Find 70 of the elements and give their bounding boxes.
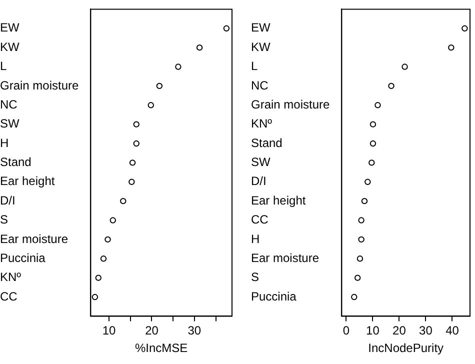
y-tick-label: Grain moisture <box>0 78 80 92</box>
y-tick-label: Puccinia <box>251 289 297 304</box>
point <box>368 160 375 166</box>
y-tick-label: SW <box>0 116 20 131</box>
point <box>361 198 368 204</box>
y-tick-label: S <box>0 212 8 227</box>
point <box>448 44 454 51</box>
x-axis-title: IncNodePurity <box>368 341 444 356</box>
x-tick-label: 30 <box>419 324 433 338</box>
y-tick-label: CC <box>0 289 18 304</box>
x-tick-label: 10 <box>366 324 380 338</box>
y-tick-label: D/I <box>251 174 266 188</box>
y-tick-label: CC <box>251 212 269 227</box>
y-tick-label: L <box>0 59 7 74</box>
y-tick-label: Grain moisture <box>251 97 330 112</box>
x-tick-label: 20 <box>145 324 159 338</box>
y-tick-label: Ear height <box>0 174 56 188</box>
x-tick-label: 0 <box>342 324 350 338</box>
point <box>354 274 361 281</box>
y-tick-label: NC <box>0 97 18 112</box>
y-tick-label: NC <box>251 78 269 92</box>
point <box>364 178 371 185</box>
point <box>196 44 203 51</box>
y-tick-label: Ear height <box>251 193 306 208</box>
point <box>92 294 98 300</box>
y-tick-label: L <box>251 59 258 74</box>
point <box>402 64 408 70</box>
y-tick-label: D/I <box>0 193 16 208</box>
point <box>175 64 182 70</box>
y-tick-label: KW <box>0 40 20 54</box>
point <box>110 217 116 224</box>
x-tick-label: 40 <box>446 324 460 338</box>
point <box>133 121 140 128</box>
y-tick-label: H <box>0 136 9 150</box>
y-tick-label: EW <box>251 20 272 35</box>
y-tick-label: SW <box>251 155 272 170</box>
x-tick-label: 10 <box>102 324 116 338</box>
point <box>120 198 126 204</box>
y-tick-label: Ear moisture <box>0 232 68 246</box>
point <box>358 217 364 224</box>
x-axis-title: %IncMSE <box>135 341 188 356</box>
point <box>104 236 111 243</box>
x-tick-label: 20 <box>392 324 406 338</box>
y-tick-label: KNº <box>0 270 22 284</box>
y-tick-label: Puccinia <box>0 250 46 265</box>
y-tick-label: S <box>251 270 260 284</box>
y-tick-label: EW <box>0 20 20 35</box>
point <box>374 102 381 108</box>
point <box>133 140 140 147</box>
y-tick-label: KNº <box>251 116 273 131</box>
point <box>388 82 394 90</box>
y-tick-label: Stand <box>251 136 282 150</box>
y-tick-label: H <box>251 232 260 246</box>
point <box>129 160 136 166</box>
point <box>148 102 154 108</box>
point <box>100 256 107 262</box>
point <box>95 274 102 281</box>
point <box>223 25 230 32</box>
point <box>462 25 468 32</box>
point <box>356 256 364 262</box>
point <box>370 140 376 147</box>
point <box>156 82 163 90</box>
y-tick-label: KW <box>251 40 272 54</box>
point <box>351 294 358 300</box>
point <box>358 236 364 243</box>
x-tick-label: 30 <box>188 324 202 338</box>
y-tick-label: Ear moisture <box>251 250 320 265</box>
point <box>128 178 135 185</box>
y-tick-label: Stand <box>0 155 32 170</box>
point <box>370 121 376 128</box>
